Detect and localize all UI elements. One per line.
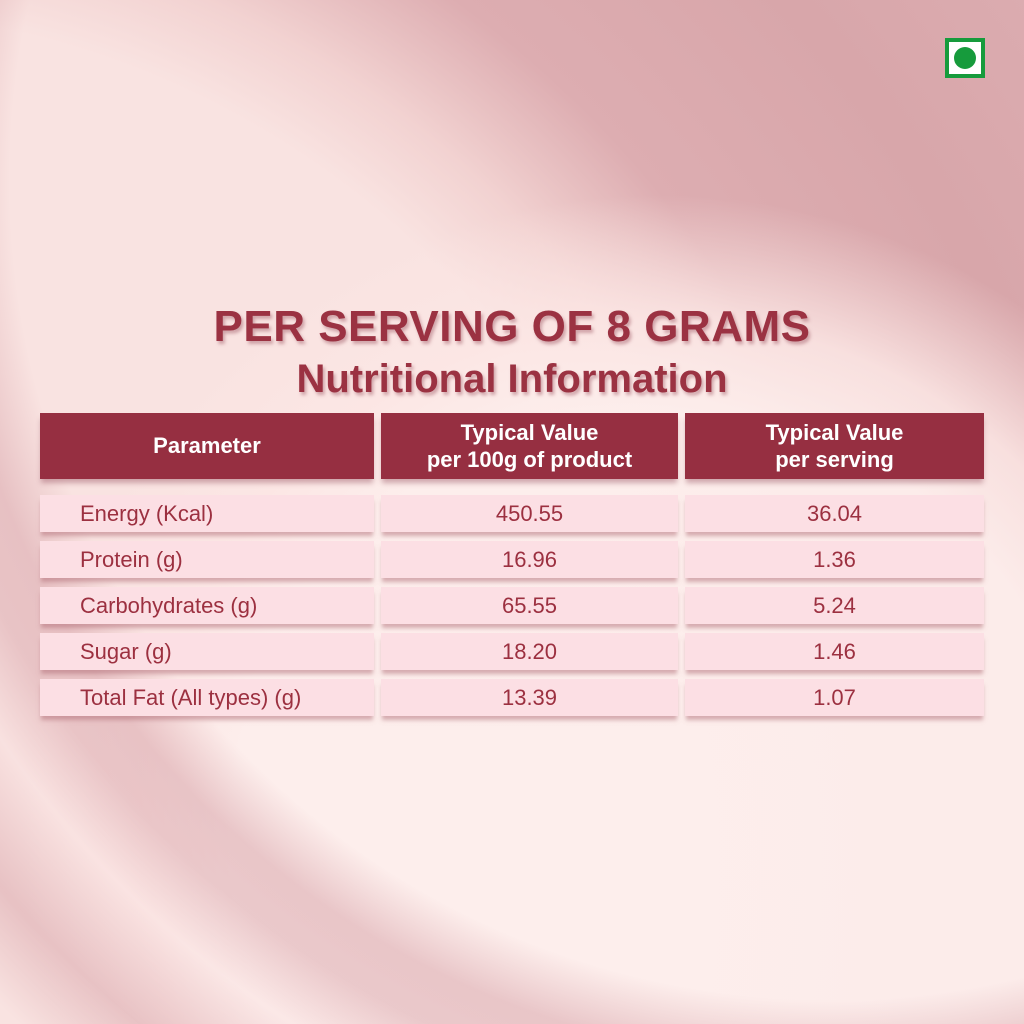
title-block: PER SERVING OF 8 GRAMS Nutritional Infor…	[0, 302, 1024, 402]
page-subtitle: Nutritional Information	[296, 357, 728, 401]
table-body: Energy (Kcal) 450.55 36.04 Protein (g) 1…	[40, 495, 984, 716]
vegetarian-dot-icon	[954, 47, 976, 69]
column-header-label-line1: Typical Value	[460, 419, 599, 445]
value-per-serving-cell: 1.46	[685, 633, 984, 670]
column-header-label: Parameter	[153, 433, 261, 459]
page-title: PER SERVING OF 8 GRAMS	[213, 302, 811, 351]
parameter-cell: Protein (g)	[40, 541, 374, 578]
column-header-label-line2: per 100g of product	[426, 447, 633, 472]
value-per-100g-cell: 65.55	[381, 587, 678, 624]
parameter-cell: Carbohydrates (g)	[40, 587, 374, 624]
value-per-serving-cell: 5.24	[685, 587, 984, 624]
vegetarian-mark-icon	[945, 38, 985, 78]
column-header-per-serving: Typical Value per serving	[685, 413, 984, 479]
column-header-parameter: Parameter	[40, 413, 374, 479]
value-per-serving-cell: 36.04	[685, 495, 984, 532]
column-header-per-100g: Typical Value per 100g of product	[381, 413, 678, 479]
value-per-100g-cell: 450.55	[381, 495, 678, 532]
nutrition-table: Parameter Typical Value per 100g of prod…	[40, 413, 984, 716]
parameter-cell: Energy (Kcal)	[40, 495, 374, 532]
value-per-100g-cell: 18.20	[381, 633, 678, 670]
parameter-cell: Sugar (g)	[40, 633, 374, 670]
column-header-label-line2: per serving	[775, 447, 894, 472]
table-header-row: Parameter Typical Value per 100g of prod…	[40, 413, 984, 479]
parameter-cell: Total Fat (All types) (g)	[40, 679, 374, 716]
value-per-100g-cell: 16.96	[381, 541, 678, 578]
value-per-100g-cell: 13.39	[381, 679, 678, 716]
value-per-serving-cell: 1.36	[685, 541, 984, 578]
value-per-serving-cell: 1.07	[685, 679, 984, 716]
column-header-label-line1: Typical Value	[765, 419, 904, 445]
